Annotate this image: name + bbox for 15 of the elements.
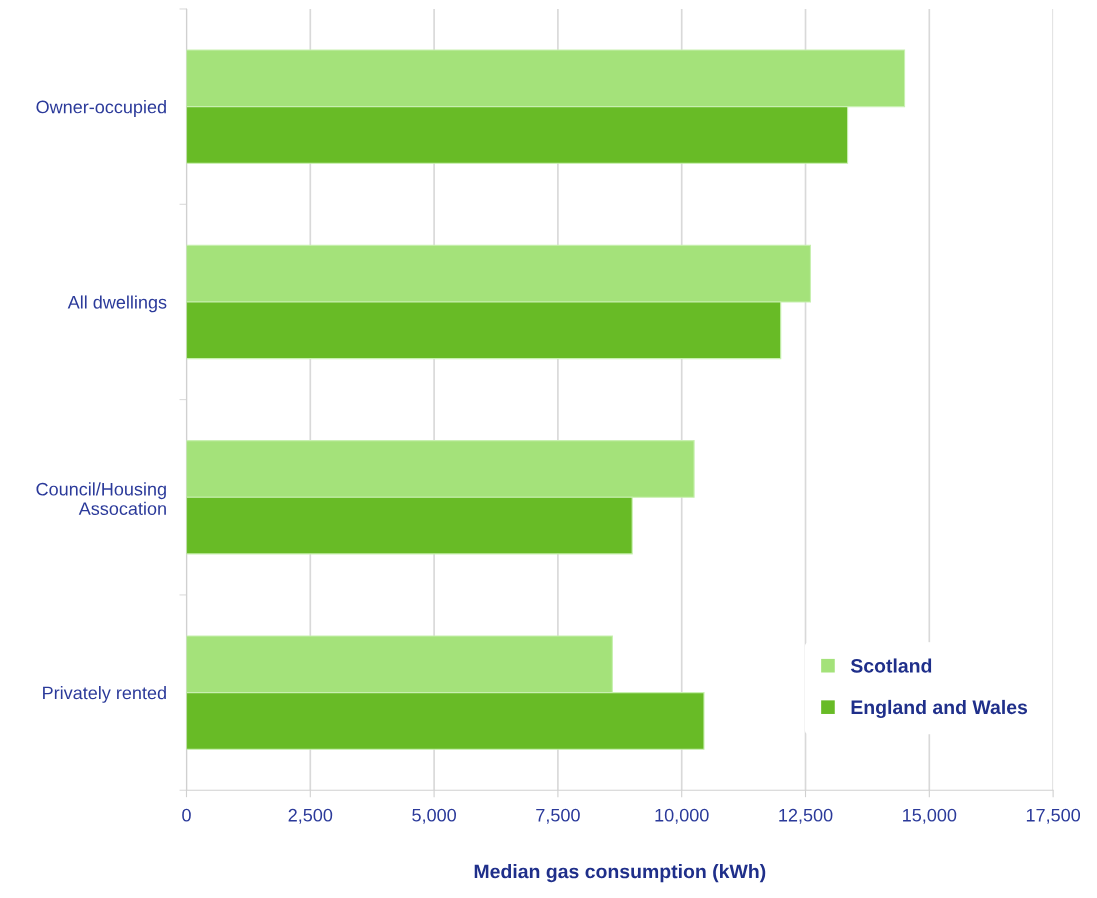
x-tick-label: 17,500 <box>1026 808 1081 824</box>
x-axis-title: Median gas consumption (kWh) <box>474 864 766 883</box>
legend-label: Scotland <box>850 658 932 673</box>
y-tick-label: Council/Housing Assocation <box>36 482 166 516</box>
y-tick-label: Owner-occupied <box>36 100 166 117</box>
x-tick-label: 7,500 <box>536 808 580 824</box>
y-tick-label: All dwellings <box>67 295 167 313</box>
x-tick-label: 15,000 <box>903 808 957 824</box>
x-tick-label: 0 <box>182 808 191 822</box>
x-tick-label: 10,000 <box>655 808 709 824</box>
y-tick-label: Privately rented <box>43 686 166 703</box>
x-tick-label: 2,500 <box>288 808 333 824</box>
legend-label: England and Wales <box>851 699 1028 719</box>
x-tick-label: 12,500 <box>779 808 833 824</box>
x-tick-label: 5,000 <box>412 808 456 824</box>
